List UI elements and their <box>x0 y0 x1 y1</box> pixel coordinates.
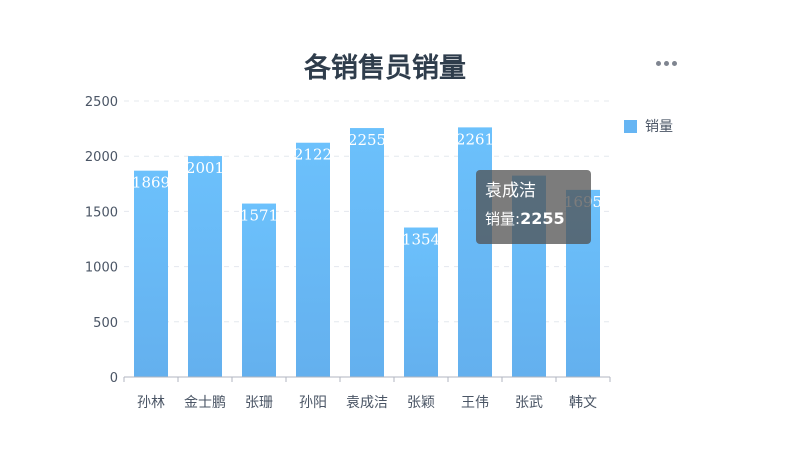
legend-item-sales[interactable]: 销量 <box>624 116 673 136</box>
x-tick-label: 孙林 <box>137 395 165 411</box>
data-label: 2122 <box>294 146 332 164</box>
legend-swatch <box>624 119 637 133</box>
x-tick-label: 张珊 <box>245 395 273 411</box>
x-tick-label: 袁成洁 <box>346 395 388 411</box>
bar <box>134 170 168 377</box>
bar <box>188 156 222 377</box>
y-tick-label: 500 <box>93 316 118 331</box>
tooltip-value: 2255 <box>520 209 565 228</box>
tooltip-title: 袁成洁 <box>485 181 536 201</box>
x-tick-label: 张武 <box>515 395 543 411</box>
y-tick-label: 0 <box>110 371 118 386</box>
data-label: 2255 <box>348 131 386 149</box>
bar <box>404 227 438 377</box>
x-tick-label: 王伟 <box>461 395 489 411</box>
x-tick-label: 孙阳 <box>299 395 327 411</box>
data-label: 1354 <box>402 231 440 249</box>
tooltip-row: 销量:2255 <box>485 208 582 230</box>
tooltip-series-label: 销量 <box>485 210 516 228</box>
x-tick-label: 金士鹏 <box>184 395 226 411</box>
data-label: 1571 <box>240 207 278 225</box>
chart-title: 各销售员销量 <box>304 53 466 84</box>
y-tick-label: 1500 <box>85 205 118 220</box>
bar <box>350 128 384 377</box>
tooltip: 袁成洁 销量:2255 <box>476 170 591 244</box>
tooltip-separator: : <box>515 210 521 228</box>
data-label: 2261 <box>456 130 494 148</box>
x-tick-label: 韩文 <box>569 395 597 411</box>
bar <box>458 127 492 378</box>
bar <box>242 203 276 377</box>
y-tick-label: 1000 <box>85 261 118 276</box>
x-tick-label: 张颖 <box>407 395 435 411</box>
legend-label: 销量 <box>645 119 673 135</box>
data-label: 2001 <box>186 159 224 177</box>
data-label: 1869 <box>132 174 170 192</box>
y-tick-label: 2000 <box>85 150 118 165</box>
y-tick-label: 2500 <box>85 95 118 110</box>
more-options-button[interactable] <box>650 52 682 74</box>
bar <box>296 142 330 377</box>
more-horizontal-icon <box>655 60 661 66</box>
